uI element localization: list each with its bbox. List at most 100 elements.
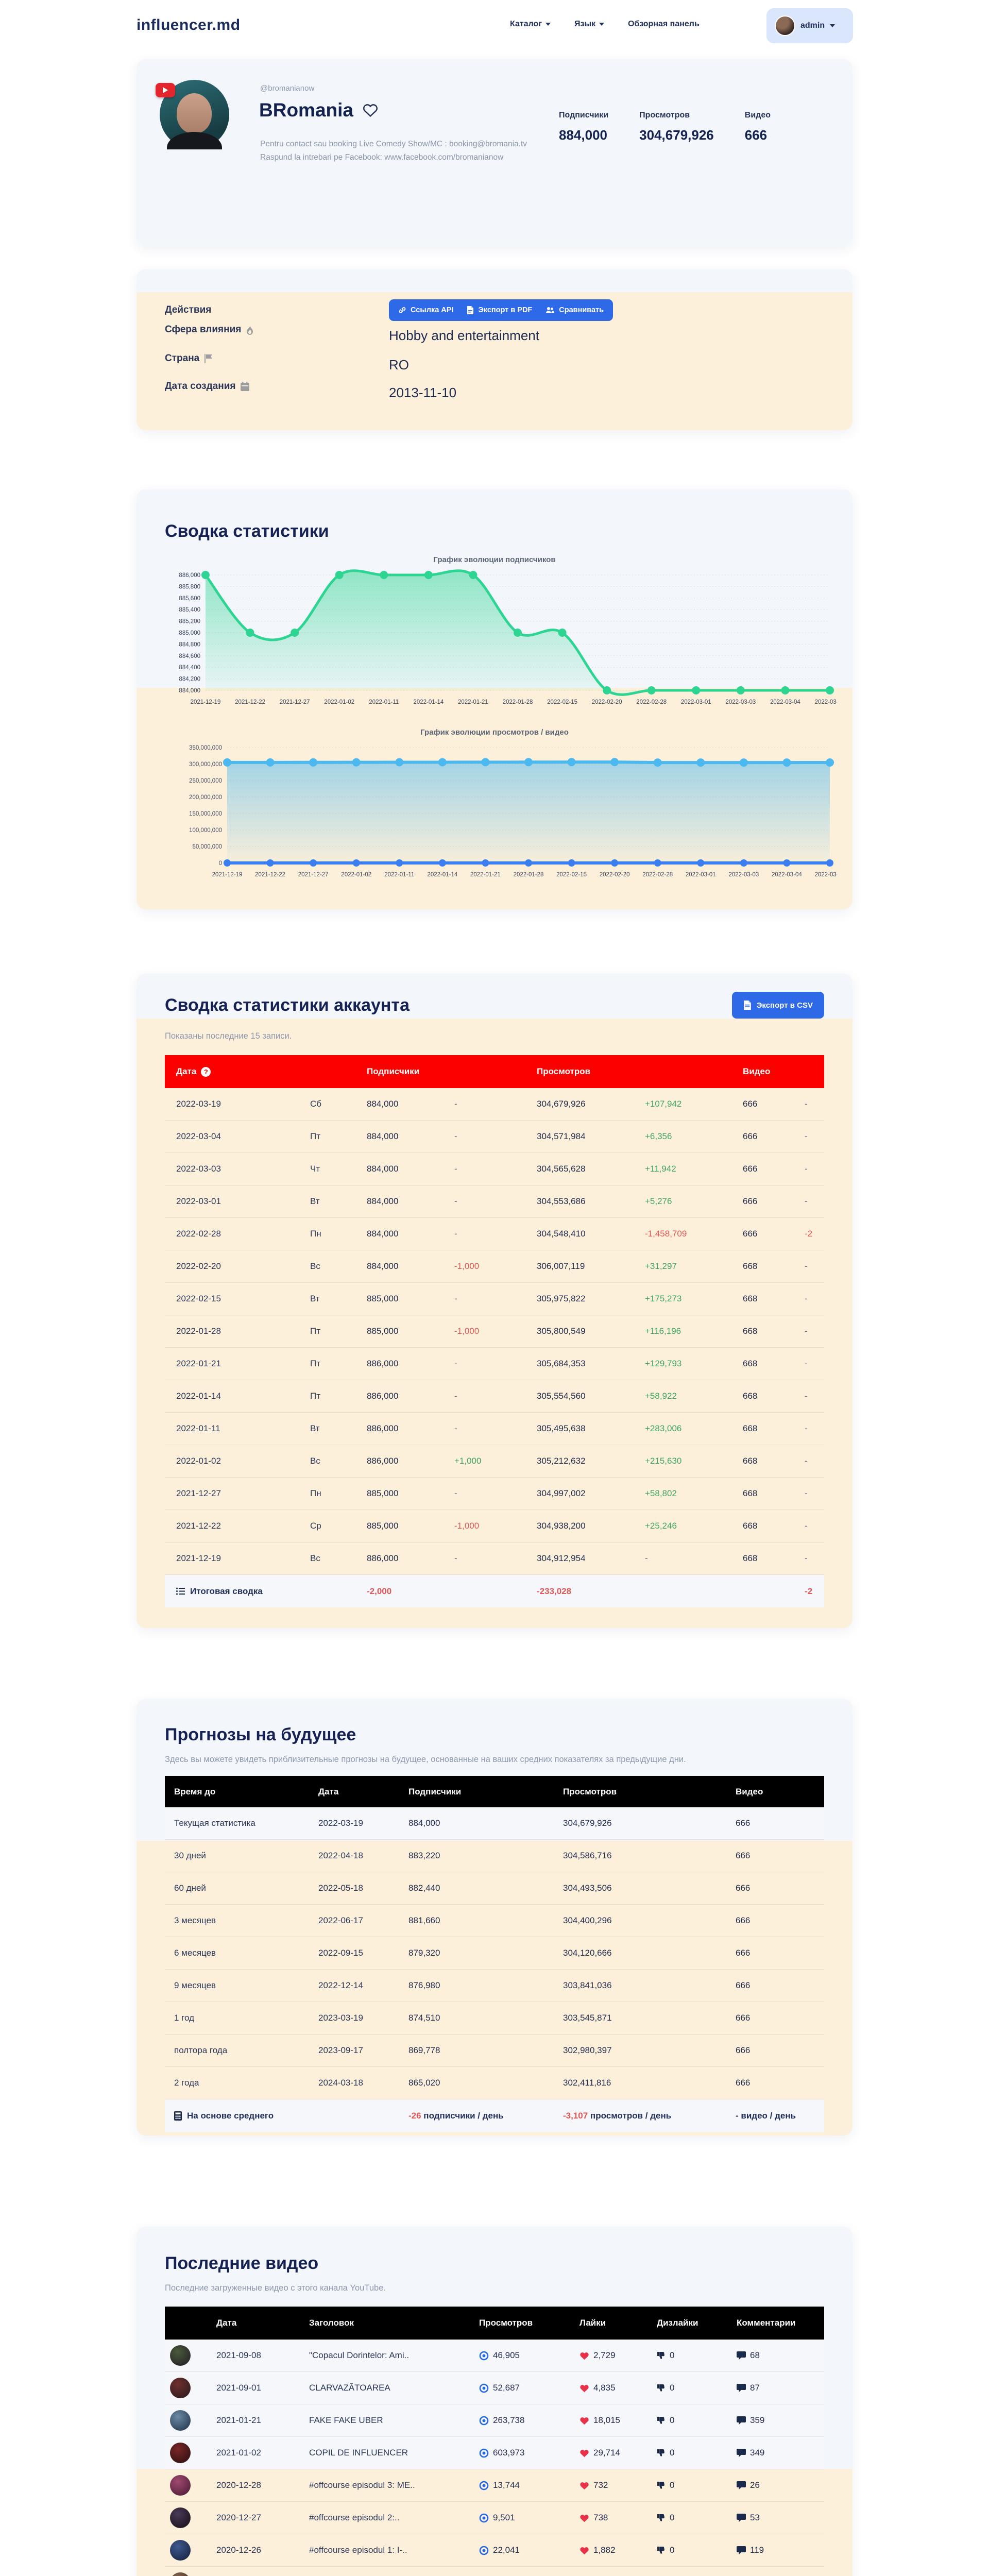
- export-csv-button[interactable]: Экспорт в CSV: [731, 992, 824, 1019]
- favorite-heart-icon[interactable]: [363, 103, 378, 117]
- cell-date: 2022-01-14: [176, 1391, 221, 1401]
- cell-subscribers: 886,000: [367, 1553, 399, 1563]
- cell-subscribers: 884,000: [367, 1229, 399, 1239]
- cell-videos: 666: [736, 2045, 751, 2055]
- cell-weekday: Ср: [310, 1521, 321, 1531]
- metric-value: 119: [750, 2545, 764, 2555]
- cell-views: 52,687: [479, 2383, 579, 2393]
- forecast-title: Прогнозы на будущее: [165, 1725, 356, 1744]
- table-row: 6 месяцев 2022-09-15 879,320 304,120,666 666: [165, 1937, 824, 1970]
- cell-comments: 349: [737, 2448, 829, 2458]
- cell-subscribers-delta: -1,000: [454, 1326, 480, 1336]
- metric-value: 46,905: [493, 2350, 520, 2360]
- cell-videos: 666: [736, 1980, 751, 1990]
- cell-title: "Copacul Dorintelor: Ami..: [309, 2350, 410, 2360]
- svg-text:2022-01-28: 2022-01-28: [514, 872, 544, 878]
- profile-stat: Видео 666: [745, 111, 771, 143]
- cell-subscribers-delta: -1,000: [454, 1521, 480, 1531]
- user-menu[interactable]: admin: [766, 8, 853, 43]
- cell-views-delta: +6,356: [645, 1131, 672, 1141]
- cell-videos-delta: -: [805, 1099, 808, 1109]
- cell-dislikes: 0: [657, 2513, 737, 2523]
- table-row: 2022-01-11 Вт 886,000 - 305,495,638 +283,006 6…: [165, 1413, 824, 1445]
- cell-title: #offcourse episodul 3: ME..: [309, 2480, 415, 2490]
- cell-likes: 1,882: [579, 2545, 657, 2555]
- top-bar: influencer.md Каталог Язык Обзорная панель…: [0, 0, 989, 52]
- video-thumbnail[interactable]: [170, 2475, 191, 2496]
- totals-value: -26 подписчики / день: [408, 2111, 563, 2121]
- site-logo[interactable]: influencer.md: [137, 16, 241, 33]
- svg-text:2022-01-14: 2022-01-14: [427, 872, 457, 878]
- latest-videos-card: Последние видео Последние загруженные ви…: [137, 2227, 852, 2576]
- cell-date: 2022-02-20: [176, 1261, 221, 1271]
- table-row: 2022-01-21 Пт 886,000 - 305,684,353 +129,793 6…: [165, 1348, 824, 1380]
- video-thumbnail[interactable]: [170, 2345, 191, 2366]
- nav-item-1[interactable]: Каталог: [510, 20, 551, 29]
- svg-text:885,200: 885,200: [179, 619, 200, 625]
- cell-title: FAKE FAKE UBER: [309, 2415, 383, 2425]
- metric-value: 68: [750, 2350, 760, 2360]
- totals-delta: -26: [408, 2110, 421, 2121]
- cell-subscribers-delta: -: [454, 1099, 457, 1109]
- cell-weekday: Чт: [310, 1164, 320, 1174]
- video-thumbnail[interactable]: [170, 2507, 191, 2528]
- video-thumbnail[interactable]: [170, 2572, 191, 2576]
- cell-views: 305,684,353: [537, 1359, 586, 1368]
- cell-views-delta: +31,297: [645, 1261, 677, 1271]
- video-thumbnail[interactable]: [170, 2378, 191, 2398]
- video-thumbnail[interactable]: [170, 2443, 191, 2463]
- cell-views-delta: +107,942: [645, 1099, 682, 1109]
- question-icon[interactable]: ?: [201, 1067, 211, 1077]
- cell-subscribers: 876,980: [408, 1980, 440, 1990]
- cell-videos: 666: [743, 1164, 758, 1174]
- nav-item-3[interactable]: Обзорная панель: [628, 20, 700, 28]
- cell-date: 2021-12-19: [176, 1553, 221, 1563]
- cell-weekday: Вс: [310, 1261, 320, 1271]
- column-header: Лайки: [579, 2318, 606, 2328]
- cell-date: 2022-01-28: [176, 1326, 221, 1336]
- export-pdf-button[interactable]: Экспорт в PDF: [467, 306, 532, 314]
- nav-item-2[interactable]: Язык: [574, 20, 605, 29]
- cell-date: 2022-03-19: [318, 1818, 363, 1828]
- column-header: Время до: [174, 1786, 216, 1797]
- cell-subscribers: 886,000: [367, 1359, 399, 1368]
- cell-period: 60 дней: [174, 1883, 206, 1893]
- cell-views: 263,738: [479, 2415, 579, 2426]
- thumb-down-icon: [657, 2481, 666, 2490]
- thumb-down-icon: [657, 2514, 666, 2522]
- svg-text:885,600: 885,600: [179, 596, 200, 602]
- comment-icon: [737, 2513, 746, 2522]
- cell-date: 2021-09-08: [216, 2350, 261, 2360]
- cell-subscribers: 865,020: [408, 2078, 440, 2088]
- video-thumbnail[interactable]: [170, 2410, 191, 2431]
- cell-likes: 738: [579, 2513, 657, 2523]
- api-link-button[interactable]: Ссылка API: [398, 306, 453, 314]
- table-row: 2022-03-19 Сб 884,000 - 304,679,926 +107,942 6…: [165, 1088, 824, 1121]
- cell-videos-delta: -: [805, 1521, 808, 1531]
- svg-text:885,000: 885,000: [179, 630, 200, 636]
- svg-text:2022-03-04: 2022-03-04: [770, 699, 800, 705]
- cell-videos-delta: -: [805, 1261, 808, 1271]
- cell-date: 2024-03-18: [318, 2078, 363, 2088]
- cell-date: 2020-12-27: [216, 2513, 261, 2522]
- cell-subscribers: 869,778: [408, 2045, 440, 2055]
- calculator-icon: [174, 2111, 182, 2121]
- cell-videos: 666: [736, 1916, 751, 1925]
- svg-text:884,600: 884,600: [179, 653, 200, 659]
- video-thumbnail[interactable]: [170, 2540, 191, 2561]
- cell-videos: 668: [743, 1423, 758, 1433]
- table-row: 2022-03-01 Вт 884,000 - 304,553,686 +5,276 666…: [165, 1185, 824, 1218]
- column-header: Дизлайки: [657, 2318, 698, 2328]
- svg-text:2022-02-20: 2022-02-20: [600, 872, 630, 878]
- cell-period: 2 года: [174, 2078, 199, 2088]
- svg-text:2022-01-11: 2022-01-11: [369, 699, 399, 705]
- metric-value: 0: [670, 2545, 675, 2555]
- column-header: Дата: [216, 2318, 237, 2328]
- svg-text:2022-01-02: 2022-01-02: [324, 699, 354, 705]
- cell-videos: 668: [743, 1488, 758, 1498]
- svg-text:200,000,000: 200,000,000: [189, 794, 222, 801]
- list-icon: [176, 1587, 185, 1595]
- action-row-label: Сфера влияния: [165, 324, 254, 335]
- button-label: Экспорт в PDF: [478, 306, 533, 314]
- compare-button[interactable]: Сравнивать: [545, 306, 604, 314]
